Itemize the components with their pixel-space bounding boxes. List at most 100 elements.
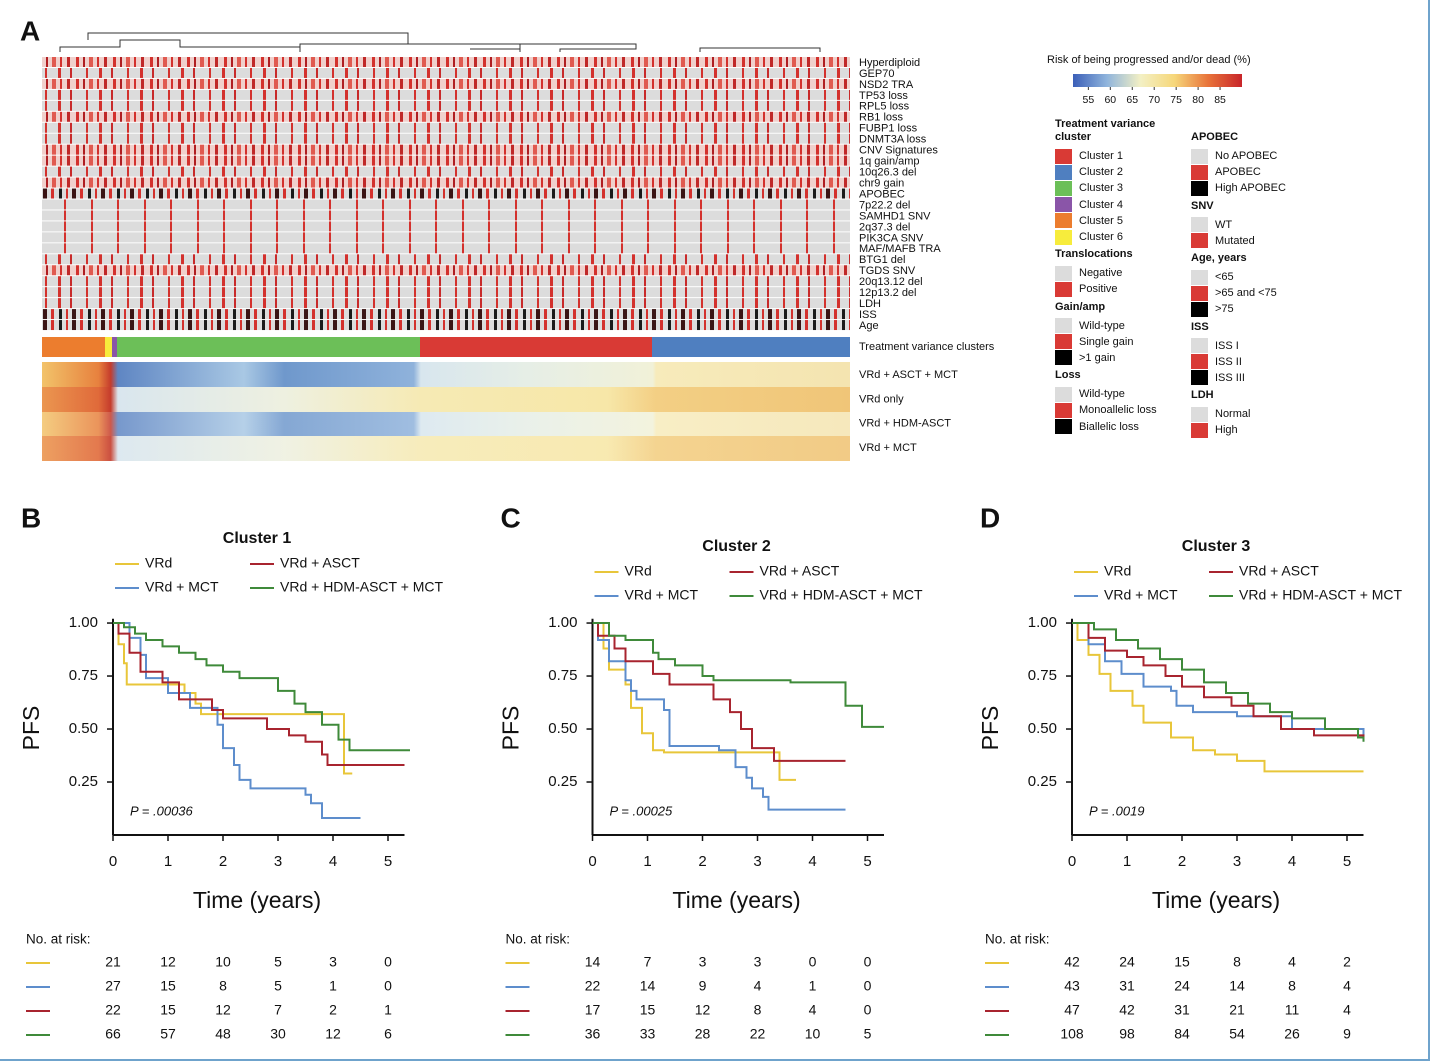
legend-item: Cluster 5	[1055, 213, 1183, 229]
legend-label: ISS II	[1215, 355, 1242, 368]
legend-label: VRd + HDM-ASCT + MCT	[1239, 587, 1403, 603]
x-tick-label: 5	[863, 853, 871, 870]
x-tick-label: 0	[1068, 853, 1076, 870]
row-label: NSD2 TRA	[859, 79, 914, 91]
risk-count: 9	[699, 978, 707, 994]
row-label: DNMT3A loss	[859, 134, 927, 146]
legend-swatch	[1191, 164, 1208, 180]
risk-count: 26	[1284, 1026, 1300, 1042]
y-tick-label: 0.75	[1028, 667, 1057, 684]
risk-count: 42	[1119, 1002, 1135, 1018]
cluster-bar-label: Treatment variance clusters	[859, 341, 995, 353]
risk-count: 30	[270, 1026, 286, 1042]
heatmap-row	[42, 320, 850, 331]
legend-item: Wild-type	[1055, 386, 1183, 402]
legend-item: <65	[1191, 269, 1311, 285]
legend-swatch	[1055, 386, 1072, 402]
dendrogram	[59, 32, 821, 52]
legend-swatch	[1191, 285, 1208, 301]
chart-title: Cluster 1	[223, 530, 292, 547]
legend-item: Normal	[1191, 406, 1311, 422]
legend-label: >75	[1215, 303, 1234, 316]
risk-count: 22	[585, 978, 601, 994]
legend-group: Treatment variance cluster Cluster 1 Clust…	[1055, 118, 1183, 245]
x-axis-label: Time (years)	[193, 887, 321, 913]
legend-label: High APOBEC	[1215, 182, 1286, 195]
legend-label: Single gain	[1079, 335, 1134, 348]
legend-item: Monoallelic loss	[1055, 402, 1183, 418]
x-axis-label: Time (years)	[672, 887, 800, 913]
risk-count: 7	[274, 1002, 282, 1018]
km-curve	[592, 622, 846, 762]
risk-count: 15	[160, 1002, 176, 1018]
risk-count: 48	[215, 1026, 231, 1042]
colorbar-tick-label: 80	[1192, 94, 1204, 106]
risk-count: 4	[809, 1002, 817, 1018]
panel-label: A	[20, 15, 40, 46]
row-label: BTG1 del	[859, 254, 905, 266]
legend-swatch	[1191, 180, 1208, 196]
legend-item: Biallelic loss	[1055, 418, 1183, 435]
legend-label: >1 gain	[1079, 351, 1116, 364]
p-value: P = .00025	[610, 803, 674, 818]
risk-table-title: No. at risk:	[26, 932, 91, 947]
legend-group: Translocations Negative Positive	[1055, 248, 1183, 297]
legend-label: VRd + ASCT	[280, 555, 360, 571]
legend-group: APOBEC No APOBEC APOBEC High APOBEC	[1191, 131, 1311, 197]
x-tick-label: 0	[588, 853, 596, 870]
heatmap-row	[42, 122, 850, 133]
y-tick-label: 0.50	[1028, 720, 1057, 737]
p-value: P = .00036	[130, 803, 194, 818]
legend-item: ISS I	[1191, 338, 1311, 354]
legend-swatch	[1055, 229, 1072, 245]
risk-count: 2	[329, 1002, 337, 1018]
risk-count: 47	[1064, 1002, 1080, 1018]
legend-group: LDH Normal High	[1191, 389, 1311, 438]
legend-label: Mutated	[1215, 234, 1255, 247]
legend-item: ISS II	[1191, 354, 1311, 370]
legend-group: ISS ISS I ISS II ISS III	[1191, 321, 1311, 387]
legend-swatch	[1191, 233, 1208, 249]
risk-count: 14	[640, 978, 656, 994]
legend-swatch	[1055, 180, 1072, 196]
y-tick-label: 0.25	[1028, 773, 1057, 790]
heatmap-row	[42, 188, 850, 199]
risk-count: 42	[1064, 954, 1080, 970]
legend-column: APOBEC No APOBEC APOBEC High APOBEC SNV WT Mut…	[1191, 131, 1311, 441]
legend-label: WT	[1215, 218, 1233, 231]
heatmap-row	[42, 100, 850, 111]
legend-swatch	[1055, 213, 1072, 229]
risk-count: 1	[329, 978, 337, 994]
legend-label: Cluster 4	[1079, 198, 1124, 211]
row-label: CNV Signatures	[859, 145, 938, 157]
legend-item: Positive	[1055, 281, 1183, 297]
legend-swatch	[1055, 350, 1072, 366]
y-axis-label: PFS	[498, 706, 524, 751]
x-tick-label: 4	[1288, 853, 1296, 870]
panel-label: D	[980, 502, 1000, 533]
legend-item: Cluster 3	[1055, 180, 1183, 196]
risk-count: 5	[274, 978, 282, 994]
legend-swatch	[1055, 318, 1072, 334]
risk-count: 11	[1285, 1002, 1300, 1018]
x-axis-label: Time (years)	[1152, 887, 1280, 913]
legend-label: VRd + MCT	[1104, 587, 1178, 603]
row-label: 20q13.12 del	[859, 276, 923, 288]
risk-count: 15	[640, 1002, 656, 1018]
legend-item: Negative	[1055, 265, 1183, 281]
risk-count: 36	[585, 1026, 601, 1042]
x-tick-label: 3	[753, 853, 761, 870]
legend-item: High APOBEC	[1191, 180, 1311, 196]
legend-label: Cluster 2	[1079, 166, 1124, 179]
legend-column: Treatment variance cluster Cluster 1 Clust…	[1055, 118, 1183, 438]
legend-label: Normal	[1215, 408, 1251, 421]
x-tick-label: 1	[164, 853, 172, 870]
legend-item: >75	[1191, 301, 1311, 317]
risk-count: 8	[219, 978, 227, 994]
risk-count: 31	[1119, 978, 1135, 994]
heatmap-row	[42, 309, 850, 320]
heatmap-row	[42, 243, 850, 254]
row-label: RPL5 loss	[859, 101, 910, 113]
heatmap-row	[42, 89, 850, 100]
